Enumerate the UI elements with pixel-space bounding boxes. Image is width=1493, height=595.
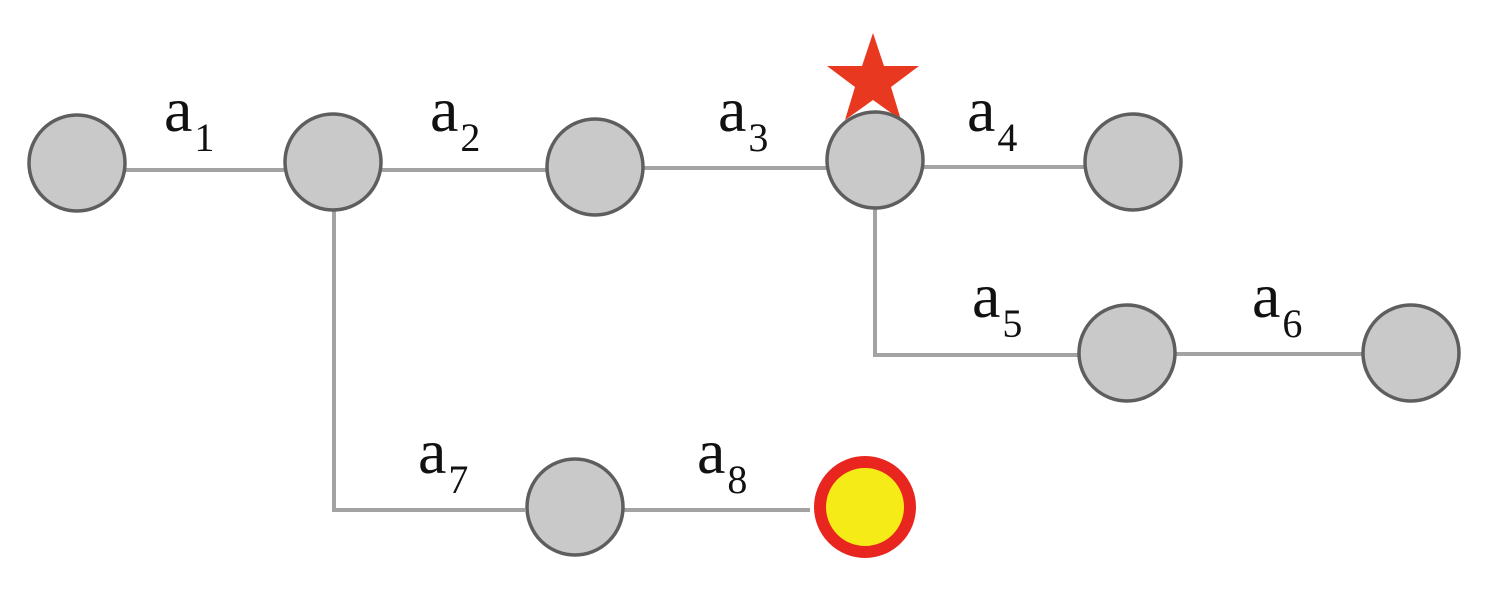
edge-label-a4: a4 [967,74,1017,160]
edge-label-a7: a7 [418,416,468,502]
edge-label-a1: a1 [164,74,214,160]
edge-label-a5: a5 [972,260,1022,346]
nodes [27,110,1461,558]
node [283,112,383,212]
node [825,110,925,210]
node [545,117,645,217]
node [525,457,625,557]
edge-label-a6: a6 [1252,260,1302,346]
highlighted-node [814,456,916,558]
edge-a5 [873,207,1078,357]
node [1361,303,1461,403]
edges [126,165,1362,512]
node [27,113,127,213]
star-icon [827,33,919,120]
edge-label-a3: a3 [718,74,768,160]
edge-labels: a1 a2 a3 a4 a5 a6 a7 a8 [164,74,1302,502]
node [1077,303,1177,403]
edge-label-a2: a2 [430,74,480,160]
node [1083,112,1183,212]
edge-a7 [332,209,525,512]
edge-label-a8: a8 [697,416,747,502]
